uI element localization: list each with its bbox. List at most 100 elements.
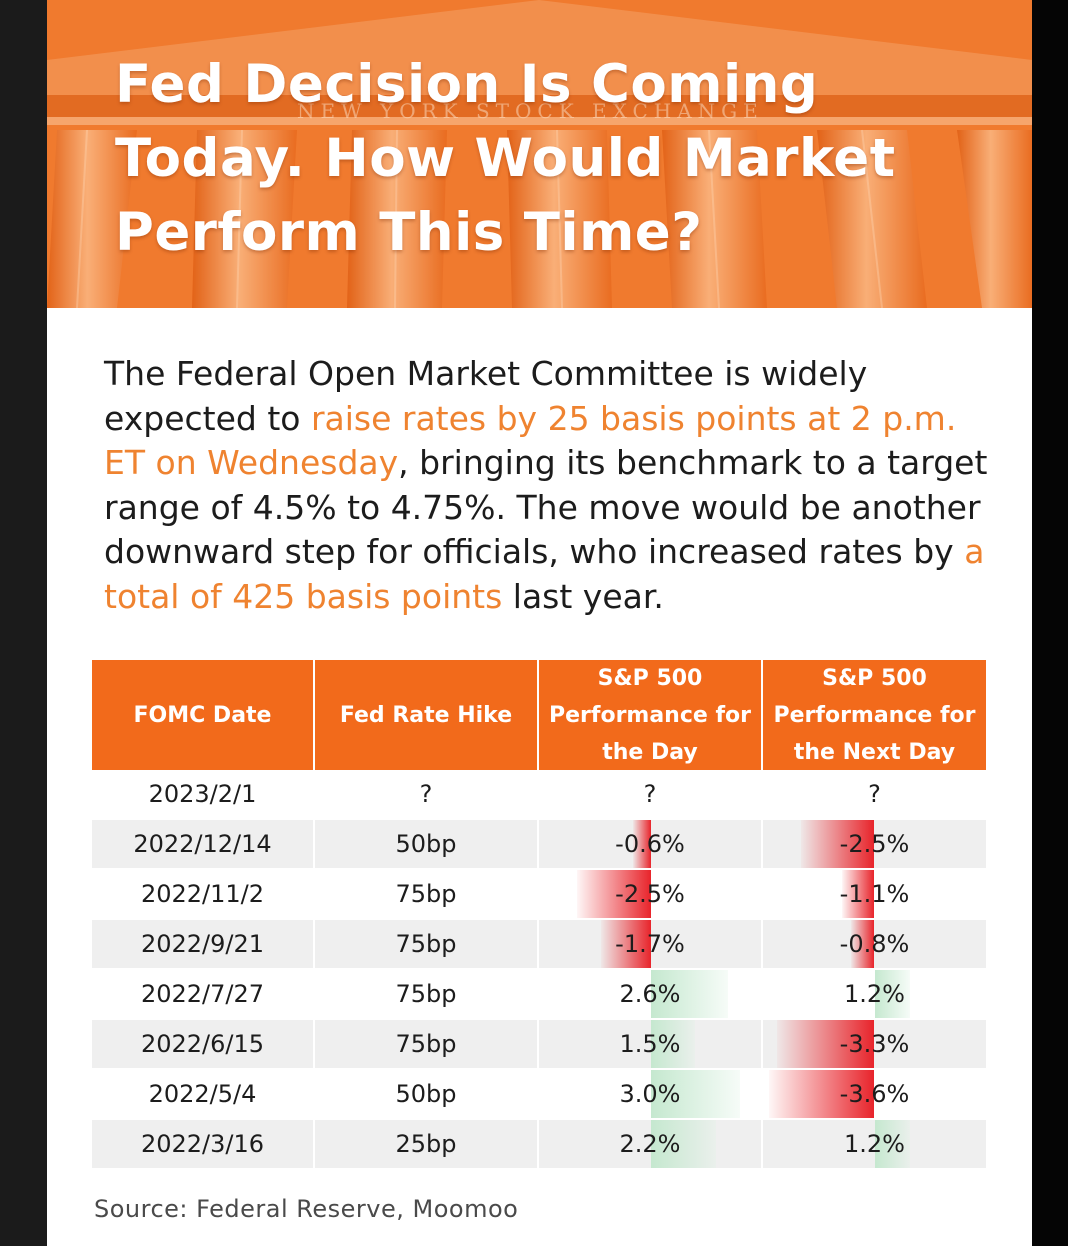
- cell-day-performance: 3.0%: [539, 1070, 763, 1118]
- cell-day-performance-value: -1.7%: [615, 930, 685, 958]
- table-header: FOMC Date Fed Rate Hike S&P 500 Performa…: [92, 660, 986, 770]
- engraving-text: NEW YORK STOCK EXCHANGE: [297, 99, 764, 123]
- negative-data-bar: [577, 870, 651, 918]
- cell-date: 2022/7/27: [92, 970, 315, 1018]
- cell-date-value: 2022/3/16: [140, 1130, 265, 1158]
- cell-day-performance: 1.5%: [539, 1020, 763, 1068]
- cell-next-day-performance-value: -3.3%: [839, 1030, 910, 1058]
- cell-rate-hike-value: 50bp: [395, 830, 457, 858]
- cell-rate-hike-value: 75bp: [395, 930, 457, 958]
- cell-rate-hike: 75bp: [315, 970, 539, 1018]
- cell-day-performance: 2.6%: [539, 970, 763, 1018]
- title-line-3: Perform This Time?: [115, 202, 703, 263]
- cell-day-performance-value: 2.2%: [619, 1130, 681, 1158]
- cell-day-performance-value: 3.0%: [619, 1080, 681, 1108]
- positive-data-bar: [651, 1070, 740, 1118]
- cell-next-day-performance-value: -0.8%: [839, 930, 910, 958]
- table-row: 2022/12/14 50bp -0.6% -2.5%: [92, 820, 986, 870]
- negative-data-bar: [842, 870, 875, 918]
- cell-rate-hike-value: 75bp: [395, 880, 457, 908]
- cell-day-performance-value: -2.5%: [615, 880, 685, 908]
- cell-day-performance: -1.7%: [539, 920, 763, 968]
- header-fed-rate-hike: Fed Rate Hike: [315, 660, 539, 770]
- cell-day-performance-value: ?: [643, 780, 657, 808]
- cell-next-day-performance: -3.6%: [763, 1070, 986, 1118]
- cell-date: 2023/2/1: [92, 770, 315, 818]
- table-row: 2022/11/2 75bp -2.5% -1.1%: [92, 870, 986, 920]
- cell-day-performance: ?: [539, 770, 763, 818]
- cell-date-value: 2022/11/2: [140, 880, 265, 908]
- cell-rate-hike-value: 75bp: [395, 1030, 457, 1058]
- intro-text-2: , bringing its benchmark to a target ran…: [104, 443, 988, 571]
- negative-data-bar: [633, 820, 651, 868]
- header-sp500-day: S&P 500 Performance for the Day: [539, 660, 763, 770]
- cell-next-day-performance-value: ?: [868, 780, 881, 808]
- positive-data-bar: [874, 970, 910, 1018]
- positive-data-bar: [651, 1020, 696, 1068]
- cell-next-day-performance: -0.8%: [763, 920, 986, 968]
- cell-next-day-performance: 1.2%: [763, 970, 986, 1018]
- cell-day-performance: -2.5%: [539, 870, 763, 918]
- cell-rate-hike-value: 75bp: [395, 980, 457, 1008]
- cell-date-value: 2022/6/15: [140, 1030, 265, 1058]
- table-row: 2022/9/21 75bp -1.7% -0.8%: [92, 920, 986, 970]
- cell-next-day-performance: ?: [763, 770, 986, 818]
- table-row: 2022/3/16 25bp 2.2% 1.2%: [92, 1120, 986, 1170]
- cell-day-performance: 2.2%: [539, 1120, 763, 1168]
- cell-rate-hike: 50bp: [315, 1070, 539, 1118]
- cell-date: 2022/3/16: [92, 1120, 315, 1168]
- negative-data-bar: [768, 1070, 875, 1118]
- cell-date-value: 2023/2/1: [148, 780, 257, 808]
- cell-next-day-performance: 1.2%: [763, 1120, 986, 1168]
- positive-data-bar: [651, 1120, 717, 1168]
- positive-data-bar: [874, 1120, 910, 1168]
- title-line-1: Fed Decision Is Coming: [115, 54, 819, 115]
- negative-data-bar: [600, 920, 651, 968]
- cell-rate-hike: ?: [315, 770, 539, 818]
- cell-date: 2022/5/4: [92, 1070, 315, 1118]
- table-row: 2022/6/15 75bp 1.5% -3.3%: [92, 1020, 986, 1070]
- cell-rate-hike: 75bp: [315, 920, 539, 968]
- cell-next-day-performance-value: -2.5%: [839, 830, 910, 858]
- cell-date: 2022/11/2: [92, 870, 315, 918]
- fomc-table: FOMC Date Fed Rate Hike S&P 500 Performa…: [92, 660, 986, 1170]
- cell-date: 2022/6/15: [92, 1020, 315, 1068]
- cell-next-day-performance: -1.1%: [763, 870, 986, 918]
- source-note: Source: Federal Reserve, Moomoo: [94, 1195, 519, 1223]
- cell-day-performance-value: 1.5%: [619, 1030, 681, 1058]
- cell-date: 2022/12/14: [92, 820, 315, 868]
- cell-date-value: 2022/5/4: [148, 1080, 257, 1108]
- intro-highlight-2: a total of 425 basis points: [104, 532, 985, 616]
- cell-date: 2022/9/21: [92, 920, 315, 968]
- intro-paragraph: The Federal Open Market Committee is wid…: [104, 352, 1004, 619]
- infographic-card: NEW YORK STOCK EXCHANGE Fed Decision Is …: [47, 0, 1032, 1246]
- cell-next-day-performance-value: -1.1%: [839, 880, 910, 908]
- cell-rate-hike: 75bp: [315, 870, 539, 918]
- intro-highlight-1: raise rates by 25 basis points at 2 p.m.…: [104, 398, 957, 483]
- page-title: Fed Decision Is Coming Today. How Would …: [115, 48, 935, 270]
- header-sp500-next-day: S&P 500 Performance for the Next Day: [773, 665, 976, 765]
- cell-date-value: 2022/9/21: [140, 930, 265, 958]
- cell-next-day-performance-value: -3.6%: [839, 1080, 910, 1108]
- negative-data-bar: [777, 1020, 875, 1068]
- table-row: 2022/5/4 50bp 3.0% -3.6%: [92, 1070, 986, 1120]
- negative-data-bar: [800, 820, 875, 868]
- building-facade-image: NEW YORK STOCK EXCHANGE: [47, 0, 1032, 308]
- table-row: 2023/2/1???: [92, 770, 986, 820]
- cell-rate-hike: 50bp: [315, 820, 539, 868]
- header-fomc-date: FOMC Date: [92, 660, 315, 770]
- cell-rate-hike-value: 50bp: [395, 1080, 457, 1108]
- title-line-2: Today. How Would Market: [115, 128, 896, 189]
- intro-text-3: last year.: [502, 576, 664, 616]
- cell-next-day-performance: -3.3%: [763, 1020, 986, 1068]
- cell-rate-hike: 75bp: [315, 1020, 539, 1068]
- right-edge-strip: [1032, 0, 1068, 1246]
- cell-rate-hike: 25bp: [315, 1120, 539, 1168]
- intro-text-1: The Federal Open Market Committee is wid…: [104, 354, 868, 438]
- cell-day-performance-value: -0.6%: [615, 830, 685, 858]
- positive-data-bar: [651, 970, 728, 1018]
- cell-next-day-performance-value: 1.2%: [844, 980, 905, 1008]
- cell-next-day-performance: -2.5%: [763, 820, 986, 868]
- cell-date-value: 2022/12/14: [133, 830, 272, 858]
- table-row: 2022/7/27 75bp 2.6% 1.2%: [92, 970, 986, 1020]
